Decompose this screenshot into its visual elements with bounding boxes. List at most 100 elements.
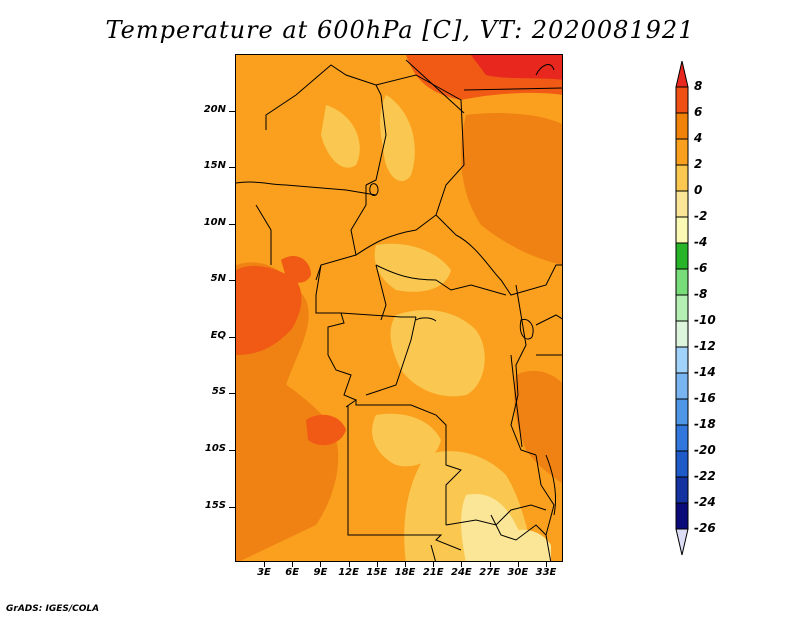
colorbar-label: -16 (694, 391, 716, 405)
colorbar-svg (675, 61, 689, 556)
colorbar-label: 2 (694, 157, 703, 171)
colorbar-label: -8 (694, 287, 708, 301)
border-line (236, 181, 377, 196)
border-line (255, 204, 272, 265)
x-axis-label: 30E (507, 567, 529, 578)
lake-malawi (545, 454, 557, 516)
colorbar-label: -10 (694, 313, 716, 327)
border-line (375, 264, 507, 296)
colorbar-label: -4 (694, 235, 708, 249)
colorbar-label: -22 (694, 469, 716, 483)
field-southwest-ocean (236, 355, 339, 561)
field-cameroon-hotspot (281, 255, 311, 283)
border-line (455, 234, 562, 296)
colorbar-bottom-arrow (675, 528, 689, 556)
colorbar-swatch (675, 502, 689, 530)
border-line (405, 59, 465, 114)
x-axis-tick (376, 562, 378, 567)
y-axis-label: 10N (203, 217, 226, 228)
y-axis-label: 15S (204, 500, 226, 511)
x-axis-label: 33E (535, 567, 557, 578)
border-line (375, 264, 387, 321)
border-line (265, 64, 377, 130)
field-north-hottest (471, 55, 562, 80)
border-line (355, 214, 437, 256)
border-line (365, 84, 387, 186)
x-axis-label: 21E (422, 567, 444, 578)
field-northeast-warm (461, 113, 562, 265)
field-cool-angola (372, 413, 441, 467)
x-axis-tick (489, 562, 491, 567)
lake-tanganyika (510, 354, 523, 448)
field-cool-chad (380, 95, 415, 182)
x-axis-label: 6E (285, 567, 300, 578)
y-axis-label: 5N (210, 273, 226, 284)
border-line (490, 514, 547, 541)
border-line (340, 312, 416, 318)
border-line (365, 316, 417, 396)
grads-credit: GrADS: IGES/COLA (6, 604, 100, 614)
border-line (535, 64, 555, 76)
border-line (430, 544, 436, 561)
colorbar-label: -20 (694, 443, 716, 457)
colorbar-label: -18 (694, 417, 716, 431)
colorbar-label: -14 (694, 365, 716, 379)
x-axis-tick (461, 562, 463, 567)
colorbar-label: 6 (694, 105, 703, 119)
border-line (535, 314, 562, 326)
colorbar-swatch (675, 190, 689, 218)
y-axis-label: 5S (211, 386, 226, 397)
colorbar-swatch (675, 294, 689, 322)
y-axis-tick (229, 167, 235, 168)
chart-title: Temperature at 600hPa [C], VT: 202008192… (105, 16, 695, 44)
border-line (445, 504, 547, 526)
colorbar-swatch (675, 112, 689, 140)
colorbar-swatch (675, 450, 689, 478)
y-axis-label: EQ (210, 330, 226, 341)
map-panel (235, 54, 563, 562)
x-axis-label: 27E (479, 567, 500, 578)
temperature-field (236, 55, 562, 561)
colorbar-swatch (675, 164, 689, 192)
colorbar-label: -6 (694, 261, 708, 275)
y-axis-tick (229, 393, 235, 394)
colorbar-label: -2 (694, 209, 708, 223)
border-line (347, 405, 462, 551)
x-axis-tick (546, 562, 547, 567)
colorbar-label: -24 (694, 495, 716, 509)
x-axis-tick (433, 562, 435, 567)
lake-chad (369, 183, 379, 196)
y-axis-tick (229, 224, 235, 225)
colorbar-swatch (675, 138, 689, 166)
x-axis-label: 12E (338, 567, 359, 578)
field-cool-congo (390, 310, 485, 397)
colorbar-label: 4 (694, 131, 703, 145)
colorbar-swatch (675, 346, 689, 374)
y-axis-tick (229, 337, 235, 338)
x-axis-tick (348, 562, 350, 567)
y-axis-label: 15N (203, 160, 226, 171)
x-axis-label: 24E (451, 567, 472, 578)
y-axis-tick (229, 507, 235, 508)
lakes (369, 183, 557, 516)
x-axis-tick (517, 562, 519, 567)
field-ocean-hotspot (306, 414, 346, 446)
x-axis-label: 3E (257, 567, 271, 578)
field-east-warm (514, 370, 562, 484)
x-axis-tick (405, 562, 406, 567)
y-axis-tick (229, 111, 235, 112)
colorbar-swatch (675, 242, 689, 270)
border-line (355, 400, 462, 525)
border-line (327, 354, 358, 408)
x-axis-label: 18E (394, 567, 416, 578)
x-axis-label: 9E (313, 567, 328, 578)
colorbar-label: -12 (694, 339, 716, 353)
colorbar-swatch (675, 216, 689, 244)
colorbar-top-arrow (675, 61, 689, 88)
colorbar-swatch (675, 86, 689, 114)
x-axis-tick (264, 562, 265, 567)
colorbar-swatch (675, 268, 689, 296)
colorbar-label: 8 (694, 79, 703, 93)
border-line (463, 87, 562, 91)
colorbar-swatch (675, 320, 689, 348)
